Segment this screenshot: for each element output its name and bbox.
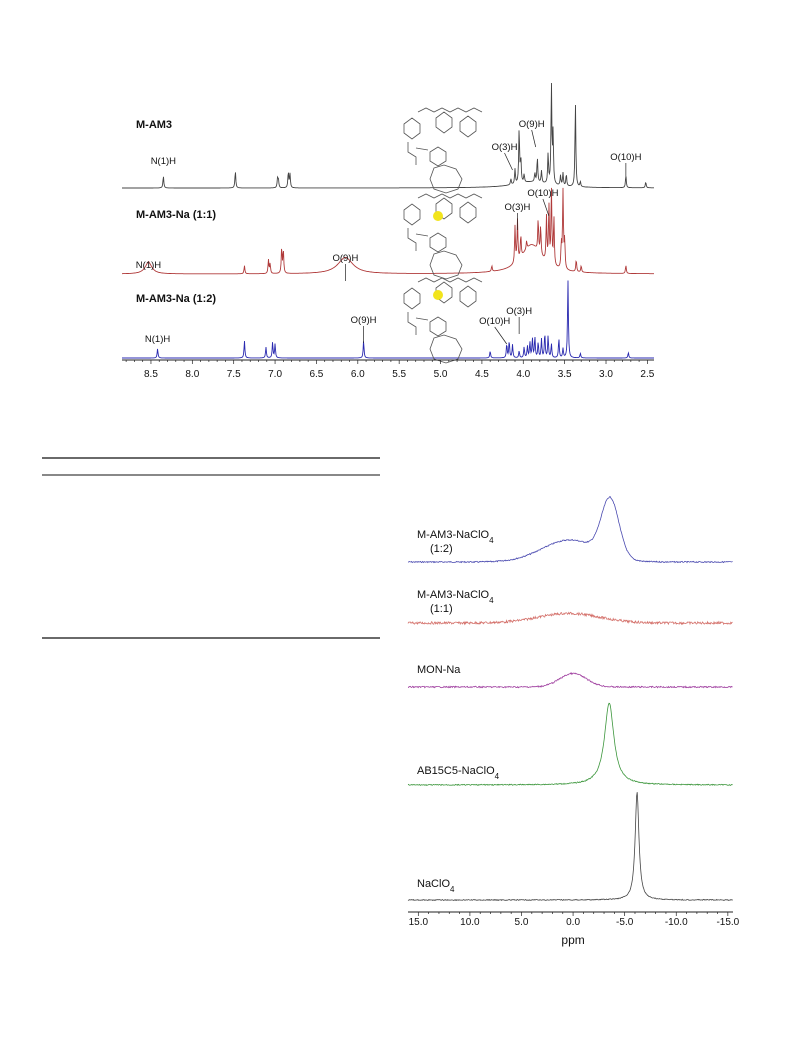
x-tick-label: 15.0: [409, 917, 429, 928]
spectrum-title: M-AM3-Na (1:1): [136, 209, 216, 221]
peak-label: O(3)H: [505, 202, 531, 213]
x-tick-label: 8.5: [144, 369, 158, 380]
peak-label: O(9)H: [519, 119, 545, 130]
spectrum-label: MON-Na: [417, 664, 461, 676]
peak-label: N(1)H: [151, 156, 176, 167]
x-tick-label: -5.0: [616, 917, 634, 928]
spectrum-title: M-AM3: [136, 119, 172, 131]
spectrum-ratio-label: (1:2): [430, 543, 453, 555]
x-tick-label: 5.0: [515, 917, 529, 928]
spectrum-line: [407, 611, 733, 626]
spectrum-line: [407, 496, 733, 564]
proton-nmr-panel: M-AM3 N(1)H O(3)H O(9)H O(10)H M-AM3-Na (1:1)…: [122, 82, 655, 380]
x-tick-label: 7.0: [268, 369, 282, 380]
peak-label: O(9)H: [332, 253, 358, 264]
x-tick-label: 3.5: [558, 369, 572, 380]
x-tick-label: 7.5: [227, 369, 241, 380]
sodium-ion-icon: [433, 211, 443, 221]
sodium-ion-icon: [433, 290, 443, 300]
peak-label: O(10)H: [479, 316, 510, 327]
molecule-structure-icon: [403, 193, 483, 280]
x-tick-label: -10.0: [665, 917, 688, 928]
molecule-structure-icon: [403, 277, 483, 364]
x-axis-label: ppm: [561, 933, 584, 947]
spectrum-line: [407, 671, 733, 689]
x-tick-label: 3.0: [599, 369, 613, 380]
x-tick-label: 5.5: [392, 369, 406, 380]
empty-table: [42, 457, 380, 639]
x-tick-label: 5.0: [434, 369, 448, 380]
x-tick-label: 2.5: [640, 369, 654, 380]
peak-label-leader: [504, 152, 513, 171]
peak-label-leader: [542, 198, 550, 217]
x-tick-label: 6.5: [309, 369, 323, 380]
molecule-structure-icon: [403, 107, 483, 194]
spectrum-label: M-AM3-NaClO4: [417, 589, 494, 605]
x-tick-label: 4.5: [475, 369, 489, 380]
x-tick-label: 0.0: [566, 917, 580, 928]
peak-label: O(3)H: [492, 142, 518, 153]
spectrum-line: [122, 82, 654, 189]
spectrum-line: [407, 792, 733, 902]
peak-label: N(1)H: [136, 260, 161, 271]
spectrum-title: M-AM3-Na (1:2): [136, 293, 216, 305]
spectrum-line: [122, 280, 654, 359]
spectrum-label: AB15C5-NaClO4: [417, 765, 500, 781]
sodium-nmr-panel: M-AM3-NaClO4(1:2)M-AM3-NaClO4(1:1)MON-Na…: [407, 496, 740, 947]
peak-label: N(1)H: [145, 334, 170, 345]
spectrum-ratio-label: (1:1): [430, 603, 453, 615]
peak-label-leader: [531, 129, 537, 148]
x-tick-label: 4.0: [516, 369, 530, 380]
x-tick-label: 8.0: [185, 369, 199, 380]
spectrum-label: M-AM3-NaClO4: [417, 529, 494, 545]
peak-label: O(10)H: [610, 152, 641, 163]
x-tick-label: -15.0: [716, 917, 739, 928]
spectrum-label: NaClO4: [417, 878, 455, 894]
x-tick-label: 6.0: [351, 369, 365, 380]
peak-label-leader: [494, 326, 508, 345]
peak-label: O(3)H: [506, 306, 532, 317]
spectrum-line: [122, 187, 654, 275]
spectrum-line: [407, 702, 733, 787]
peak-label: O(9)H: [351, 315, 377, 326]
x-tick-label: 10.0: [460, 917, 480, 928]
peak-label: O(10)H: [527, 188, 558, 199]
